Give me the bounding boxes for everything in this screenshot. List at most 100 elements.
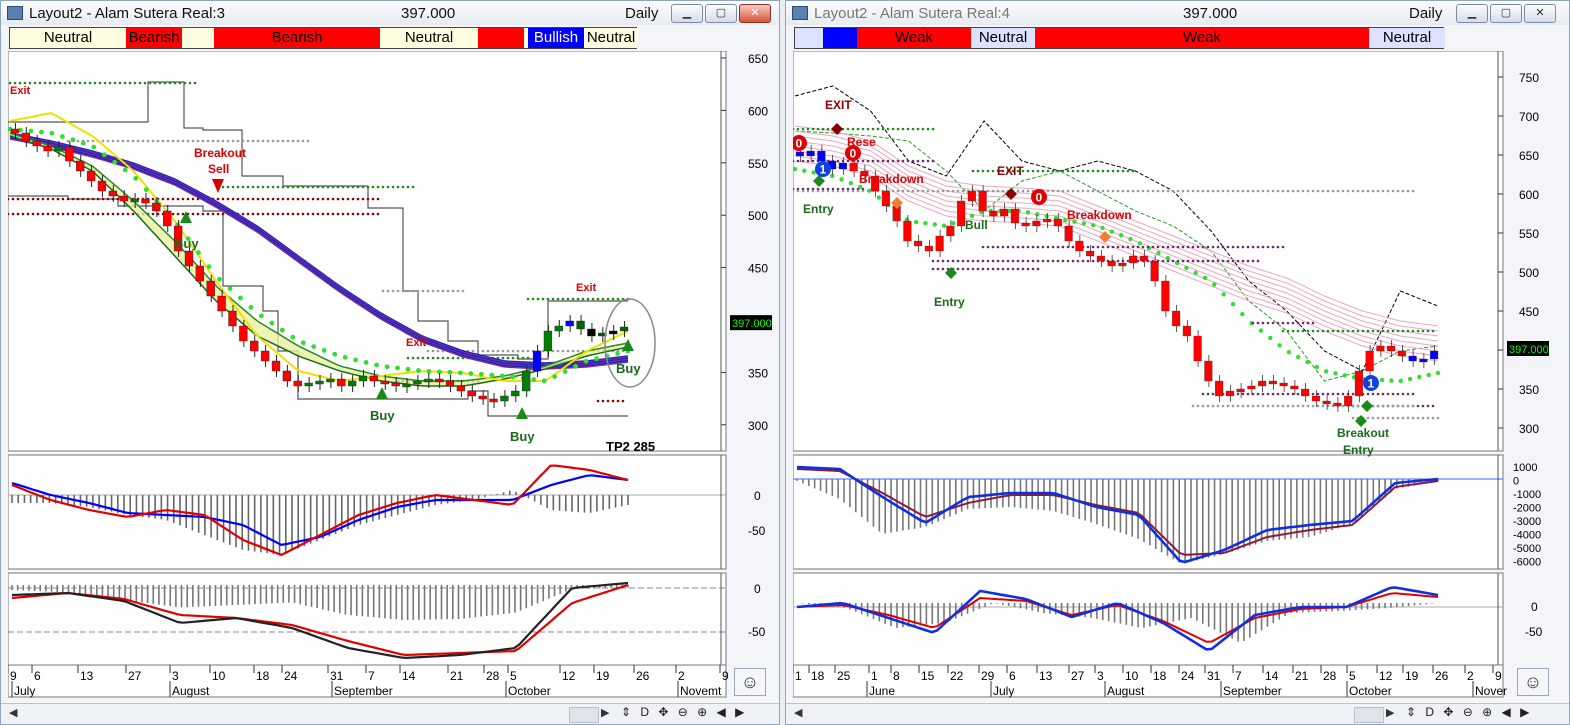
dotted-level xyxy=(931,267,935,271)
dotted-level xyxy=(841,187,845,191)
title-bar[interactable]: Layout2 - Alam Sutera Real:3 397.000 Dai… xyxy=(1,1,779,25)
dotted-level xyxy=(996,245,1000,249)
dotted-level xyxy=(1206,245,1210,249)
ind-tick-label: -50 xyxy=(748,524,766,538)
dotted-level xyxy=(1381,392,1385,396)
smiley-icon[interactable]: ☺ xyxy=(734,668,766,696)
dotted-level xyxy=(996,259,1000,263)
dotted-level xyxy=(156,139,160,143)
dotted-level xyxy=(1366,189,1370,193)
dotted-level xyxy=(1341,392,1345,396)
title-bar[interactable]: Layout2 - Alam Sutera Real:4 397.000 Dai… xyxy=(786,1,1569,25)
maximize-button[interactable]: ▢ xyxy=(705,4,737,23)
period-label: Daily xyxy=(1409,5,1443,22)
date-tick-label: 31 xyxy=(330,669,344,683)
dotted-level xyxy=(1161,259,1165,263)
dotted-level xyxy=(146,139,150,143)
dotted-level xyxy=(1216,404,1220,408)
dotted-level xyxy=(1311,329,1315,333)
candle xyxy=(1043,218,1052,223)
scrollbar-area[interactable]: ◀ ▶ ⇕ D ✥ ⊖ ⊕ ◀ ▶ xyxy=(786,703,1569,724)
dotted-level xyxy=(341,197,345,201)
price-chart[interactable]: 650600550500450350300397.000ExitBreakout… xyxy=(8,51,778,701)
scroll-left-icon[interactable]: ◀ xyxy=(794,707,803,719)
trail-dot xyxy=(510,374,516,380)
date-tick-label: 5 xyxy=(1349,669,1356,683)
scroll-left-icon[interactable]: ◀ xyxy=(9,707,18,719)
smiley-icon[interactable]: ☺ xyxy=(1517,668,1549,696)
close-button[interactable]: ✕ xyxy=(1524,4,1556,23)
dotted-level xyxy=(171,139,175,143)
dotted-level xyxy=(956,259,960,263)
dotted-level xyxy=(1266,404,1270,408)
dotted-level xyxy=(36,212,40,216)
chart-window-left[interactable]: Layout2 - Alam Sutera Real:3 397.000 Dai… xyxy=(0,0,780,725)
dotted-level xyxy=(1411,392,1415,396)
dotted-level xyxy=(1196,189,1200,193)
dotted-level xyxy=(1061,245,1065,249)
dotted-level xyxy=(1271,321,1275,325)
dotted-level xyxy=(1336,189,1340,193)
horizontal-scrollbar[interactable] xyxy=(1354,707,1384,723)
dotted-level xyxy=(148,81,152,85)
dotted-level xyxy=(991,169,995,173)
dotted-level xyxy=(1216,189,1220,193)
price-tick-label: 750 xyxy=(1519,71,1539,85)
dotted-level xyxy=(1046,189,1050,193)
dotted-level xyxy=(1201,259,1205,263)
horizontal-scrollbar[interactable] xyxy=(569,707,599,723)
dotted-level xyxy=(56,197,60,201)
date-tick-label: 19 xyxy=(596,669,610,683)
dotted-level xyxy=(1191,404,1195,408)
dotted-level xyxy=(1321,189,1325,193)
close-button[interactable]: ✕ xyxy=(739,4,771,23)
candle xyxy=(1322,400,1331,405)
dotted-level xyxy=(1161,245,1165,249)
dotted-level xyxy=(1316,392,1320,396)
scroll-right-icon[interactable]: ▶ xyxy=(1386,707,1395,719)
dotted-level xyxy=(1256,245,1260,249)
dotted-level xyxy=(1026,245,1030,249)
scrollbar-area[interactable]: ◀ ▶ ⇕ D ✥ ⊖ ⊕ ◀ ▶ xyxy=(1,703,779,724)
dotted-level xyxy=(436,289,440,293)
trail-dot xyxy=(1165,255,1170,261)
dotted-level xyxy=(206,139,210,143)
dotted-level xyxy=(16,212,20,216)
price-chart[interactable]: 750700650600550500450350300397.00000011E… xyxy=(793,51,1568,701)
date-tick-label: 22 xyxy=(950,669,964,683)
chart-window-right[interactable]: Layout2 - Alam Sutera Real:4 397.000 Dai… xyxy=(785,0,1570,725)
dotted-level xyxy=(1091,245,1095,249)
dotted-level xyxy=(306,212,310,216)
dotted-level xyxy=(861,159,865,163)
chart-nav-buttons[interactable]: ⇕ D ✥ ⊖ ⊕ ◀ ▶ xyxy=(1406,705,1533,719)
sell-arrow xyxy=(212,179,224,193)
dotted-level xyxy=(1321,329,1325,333)
month-label: September xyxy=(334,684,393,698)
dotted-level xyxy=(536,297,540,301)
dotted-level xyxy=(53,81,57,85)
dotted-level xyxy=(1251,189,1255,193)
chart-nav-buttons[interactable]: ⇕ D ✥ ⊖ ⊕ ◀ ▶ xyxy=(621,705,748,719)
dotted-level xyxy=(1201,404,1205,408)
dotted-level xyxy=(1256,189,1260,193)
dotted-level xyxy=(1241,404,1245,408)
dotted-level xyxy=(986,189,990,193)
minimize-button[interactable]: ▁ xyxy=(671,4,703,23)
dotted-level xyxy=(286,212,290,216)
dotted-level xyxy=(1296,392,1300,396)
dotted-level xyxy=(131,212,135,216)
dotted-level xyxy=(916,159,920,163)
trail-dot xyxy=(489,372,495,378)
minimize-button[interactable]: ▁ xyxy=(1456,4,1488,23)
price-tick-label: 550 xyxy=(748,157,768,171)
candle xyxy=(173,225,183,252)
maximize-button[interactable]: ▢ xyxy=(1490,4,1522,23)
dotted-level xyxy=(936,267,940,271)
dotted-level xyxy=(961,259,965,263)
scroll-right-icon[interactable]: ▶ xyxy=(601,707,610,719)
dotted-level xyxy=(1431,416,1435,420)
dotted-level xyxy=(1421,416,1425,420)
dotted-level xyxy=(126,212,130,216)
dotted-level xyxy=(1226,245,1230,249)
dotted-level xyxy=(76,139,80,143)
